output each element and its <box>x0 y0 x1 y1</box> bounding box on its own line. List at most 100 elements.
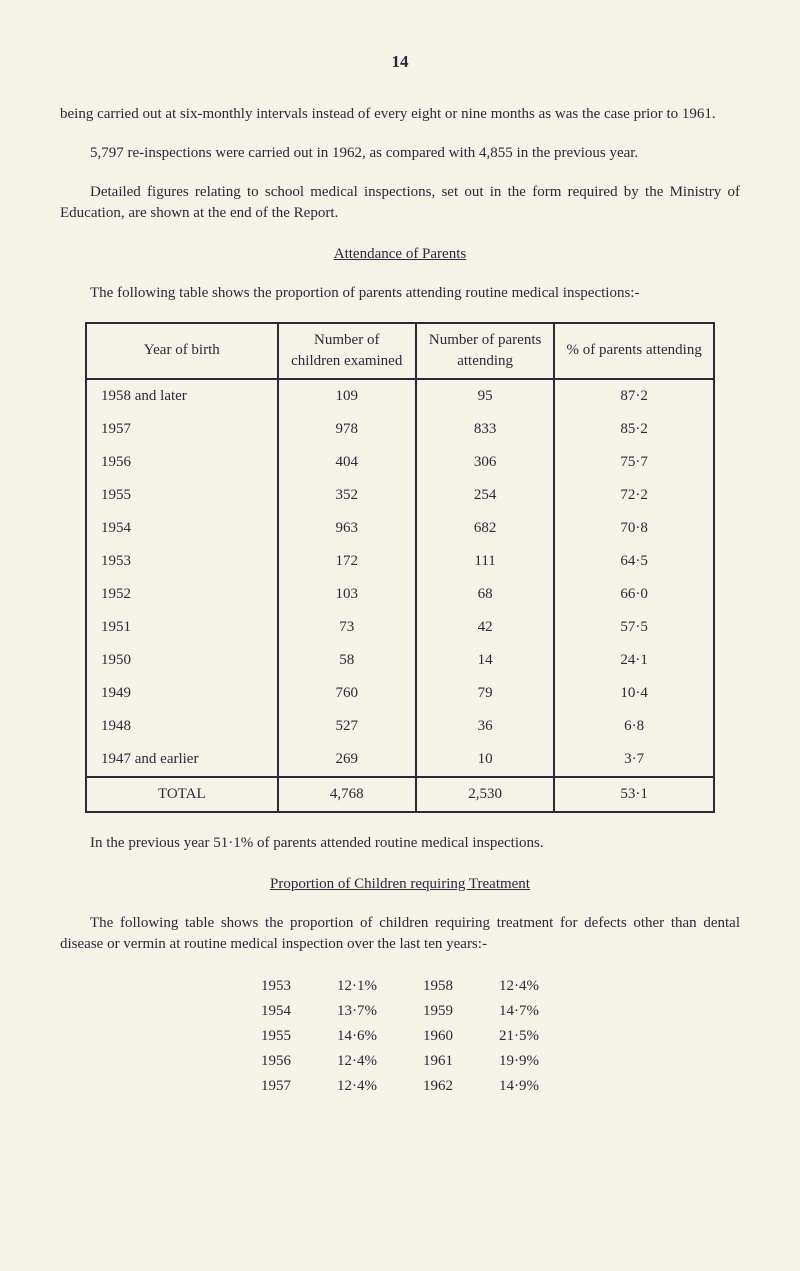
col-year: Year of birth <box>86 323 278 379</box>
cell-year: 1956 <box>86 446 278 479</box>
pct-cell: 1956 <box>239 1050 313 1073</box>
table-row: 195535225472·2 <box>86 479 714 512</box>
pct-row: 195712·4%196214·9% <box>239 1075 561 1098</box>
cell-pct: 85·2 <box>554 413 714 446</box>
cell-attending: 254 <box>416 479 554 512</box>
paragraph-2: 5,797 re-inspections were carried out in… <box>60 143 740 164</box>
cell-examined: 73 <box>278 611 416 644</box>
pct-cell: 12·1% <box>315 975 399 998</box>
paragraph-3: Detailed figures relating to school medi… <box>60 182 740 224</box>
pct-row: 195312·1%195812·4% <box>239 975 561 998</box>
col-pct: % of parents attending <box>554 323 714 379</box>
cell-examined: 352 <box>278 479 416 512</box>
table-row: 1958 and later1099587·2 <box>86 379 714 413</box>
cell-pct: 24·1 <box>554 644 714 677</box>
table-row: 1951734257·5 <box>86 611 714 644</box>
pct-cell: 14·7% <box>477 1000 561 1023</box>
cell-examined: 58 <box>278 644 416 677</box>
cell-year: 1949 <box>86 677 278 710</box>
cell-year: 1958 and later <box>86 379 278 413</box>
table-row: 1947 and earlier269103·7 <box>86 743 714 777</box>
cell-examined: 172 <box>278 545 416 578</box>
cell-year: 1957 <box>86 413 278 446</box>
pct-cell: 12·4% <box>477 975 561 998</box>
table-row: 195797883385·2 <box>86 413 714 446</box>
pct-cell: 12·4% <box>315 1050 399 1073</box>
cell-attending: 14 <box>416 644 554 677</box>
total-attending: 2,530 <box>416 777 554 812</box>
pct-cell: 1959 <box>401 1000 475 1023</box>
cell-attending: 682 <box>416 512 554 545</box>
table-row: 1950581424·1 <box>86 644 714 677</box>
cell-attending: 79 <box>416 677 554 710</box>
cell-examined: 963 <box>278 512 416 545</box>
cell-pct: 87·2 <box>554 379 714 413</box>
cell-attending: 111 <box>416 545 554 578</box>
paragraph-6: The following table shows the proportion… <box>60 913 740 955</box>
cell-year: 1950 <box>86 644 278 677</box>
pct-cell: 1953 <box>239 975 313 998</box>
cell-pct: 6·8 <box>554 710 714 743</box>
cell-year: 1953 <box>86 545 278 578</box>
cell-attending: 833 <box>416 413 554 446</box>
col-attending: Number of parents attending <box>416 323 554 379</box>
pct-row: 195612·4%196119·9% <box>239 1050 561 1073</box>
pct-cell: 1960 <box>401 1025 475 1048</box>
cell-year: 1955 <box>86 479 278 512</box>
total-pct: 53·1 <box>554 777 714 812</box>
cell-examined: 404 <box>278 446 416 479</box>
cell-pct: 57·5 <box>554 611 714 644</box>
paragraph-5: In the previous year 51·1% of parents at… <box>60 833 740 854</box>
pct-cell: 12·4% <box>315 1075 399 1098</box>
pct-cell: 14·6% <box>315 1025 399 1048</box>
cell-year: 1954 <box>86 512 278 545</box>
pct-cell: 21·5% <box>477 1025 561 1048</box>
cell-pct: 70·8 <box>554 512 714 545</box>
pct-cell: 1957 <box>239 1075 313 1098</box>
table-row: 19521036866·0 <box>86 578 714 611</box>
cell-year: 1951 <box>86 611 278 644</box>
percentage-table: 195312·1%195812·4%195413·7%195914·7%1955… <box>237 973 563 1100</box>
heading-attendance: Attendance of Parents <box>60 244 740 265</box>
table-row: 1948527366·8 <box>86 710 714 743</box>
pct-row: 195413·7%195914·7% <box>239 1000 561 1023</box>
cell-examined: 978 <box>278 413 416 446</box>
cell-attending: 95 <box>416 379 554 413</box>
pct-cell: 19·9% <box>477 1050 561 1073</box>
cell-attending: 42 <box>416 611 554 644</box>
table-row: 195496368270·8 <box>86 512 714 545</box>
cell-attending: 10 <box>416 743 554 777</box>
cell-attending: 36 <box>416 710 554 743</box>
cell-year: 1948 <box>86 710 278 743</box>
cell-examined: 103 <box>278 578 416 611</box>
cell-attending: 68 <box>416 578 554 611</box>
cell-pct: 75·7 <box>554 446 714 479</box>
pct-cell: 1954 <box>239 1000 313 1023</box>
paragraph-4: The following table shows the proportion… <box>60 283 740 304</box>
cell-examined: 760 <box>278 677 416 710</box>
cell-pct: 10·4 <box>554 677 714 710</box>
pct-cell: 1958 <box>401 975 475 998</box>
cell-pct: 66·0 <box>554 578 714 611</box>
table-row: 195640430675·7 <box>86 446 714 479</box>
heading-proportion: Proportion of Children requiring Treatme… <box>60 874 740 895</box>
cell-pct: 64·5 <box>554 545 714 578</box>
cell-examined: 527 <box>278 710 416 743</box>
page-number: 14 <box>60 50 740 74</box>
cell-examined: 109 <box>278 379 416 413</box>
col-examined: Number of children examined <box>278 323 416 379</box>
pct-cell: 1962 <box>401 1075 475 1098</box>
pct-cell: 13·7% <box>315 1000 399 1023</box>
cell-pct: 3·7 <box>554 743 714 777</box>
cell-year: 1952 <box>86 578 278 611</box>
table-row: 195317211164·5 <box>86 545 714 578</box>
pct-cell: 14·9% <box>477 1075 561 1098</box>
pct-cell: 1961 <box>401 1050 475 1073</box>
cell-examined: 269 <box>278 743 416 777</box>
total-examined: 4,768 <box>278 777 416 812</box>
paragraph-1: being carried out at six-monthly interva… <box>60 104 740 125</box>
cell-attending: 306 <box>416 446 554 479</box>
pct-cell: 1955 <box>239 1025 313 1048</box>
pct-row: 195514·6%196021·5% <box>239 1025 561 1048</box>
attendance-table: Year of birth Number of children examine… <box>85 322 715 813</box>
